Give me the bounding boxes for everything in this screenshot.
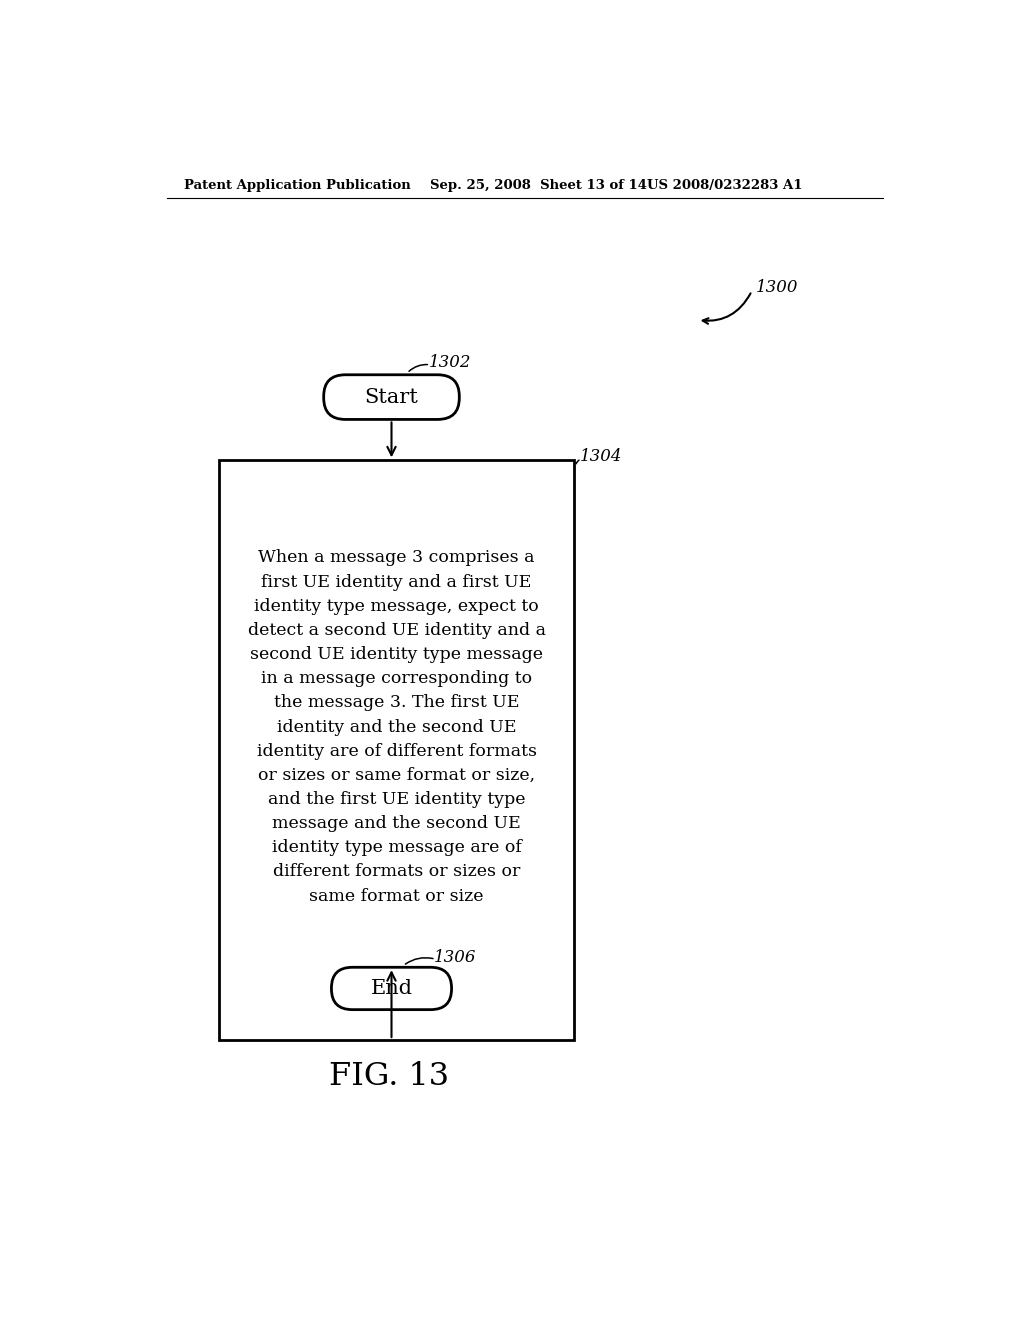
Text: FIG. 13: FIG. 13 (329, 1061, 449, 1092)
FancyBboxPatch shape (332, 968, 452, 1010)
Text: 1300: 1300 (756, 280, 799, 296)
Text: 1304: 1304 (580, 447, 623, 465)
Text: End: End (371, 979, 413, 998)
Text: 1306: 1306 (434, 949, 476, 966)
Text: 1302: 1302 (429, 354, 471, 371)
Text: Sep. 25, 2008  Sheet 13 of 14: Sep. 25, 2008 Sheet 13 of 14 (430, 178, 647, 191)
Text: Patent Application Publication: Patent Application Publication (183, 178, 411, 191)
Text: Start: Start (365, 388, 419, 407)
Text: When a message 3 comprises a
first UE identity and a first UE
identity type mess: When a message 3 comprises a first UE id… (248, 549, 546, 904)
Text: US 2008/0232283 A1: US 2008/0232283 A1 (647, 178, 803, 191)
Bar (219, 461, 573, 1040)
FancyBboxPatch shape (324, 375, 460, 420)
